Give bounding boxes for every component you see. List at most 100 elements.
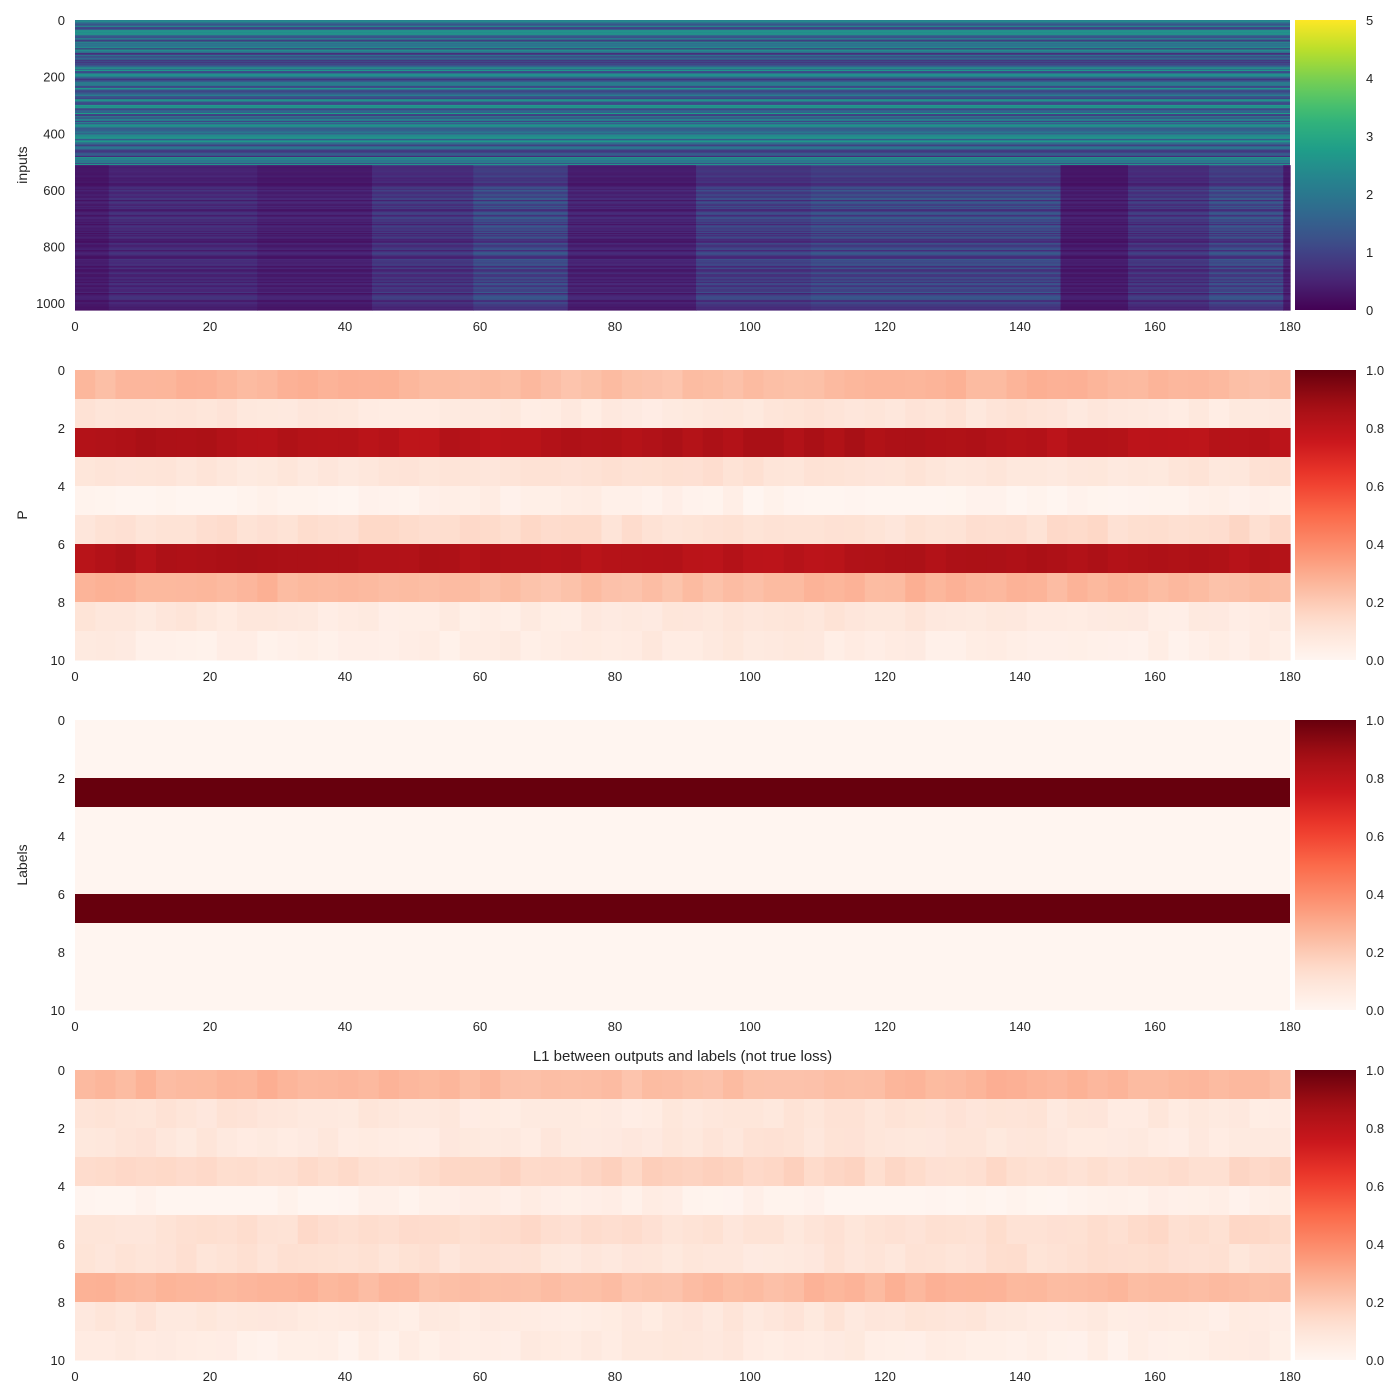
heatmap-cell: [318, 1128, 339, 1158]
heatmap-cell: [743, 1186, 764, 1216]
heatmap-cell: [440, 457, 461, 487]
heatmap-cell: [824, 370, 845, 400]
heatmap-cell: [379, 1244, 400, 1274]
heatmap-cell: [278, 1244, 299, 1274]
x-tick-label: 40: [338, 1019, 352, 1034]
heatmap-cell: [1209, 544, 1230, 574]
heatmap-cell: [743, 1244, 764, 1274]
heatmap-cell: [197, 1186, 218, 1216]
heatmap-cell: [1047, 1157, 1068, 1187]
heatmap-cell: [541, 1215, 562, 1245]
heatmap-cell: [176, 1128, 197, 1158]
heatmap-cell: [541, 1157, 562, 1187]
heatmap-cell: [1047, 631, 1068, 661]
heatmap-cell: [318, 1302, 339, 1332]
heatmap-cell: [824, 1302, 845, 1332]
heatmap-cell: [197, 399, 218, 429]
heatmap-cell: [1189, 1244, 1210, 1274]
heatmap-cell: [561, 515, 582, 545]
heatmap-cell: [419, 544, 440, 574]
heatmap-cell: [318, 428, 339, 458]
heatmap-cell: [885, 370, 906, 400]
heatmap-cell: [541, 1244, 562, 1274]
heatmap-cell: [764, 1244, 785, 1274]
heatmap-cell: [521, 1099, 542, 1129]
heatmap-cell: [116, 1302, 137, 1332]
heatmap-cell: [824, 602, 845, 632]
heatmap-cell: [75, 1099, 96, 1129]
heatmap-cell: [986, 370, 1007, 400]
y-tick-label: 6: [58, 1237, 65, 1252]
heatmap-cell: [116, 399, 137, 429]
heatmap-cell: [1270, 515, 1291, 545]
heatmap-cell: [1148, 1273, 1169, 1303]
heatmap-cell: [338, 544, 359, 574]
heatmap-cell: [156, 1302, 177, 1332]
x-tick-label: 180: [1279, 1369, 1301, 1384]
heatmap-cell: [824, 428, 845, 458]
heatmap-cell: [1108, 1186, 1129, 1216]
heatmap-cell: [683, 1186, 704, 1216]
heatmap-cell: [764, 573, 785, 603]
heatmap-cell: [197, 1128, 218, 1158]
heatmap-cell: [136, 544, 157, 574]
x-tick-label: 160: [1144, 669, 1166, 684]
y-tick-label: 1000: [36, 296, 65, 311]
heatmap-cell: [257, 1331, 278, 1361]
heatmap-cell: [116, 631, 137, 661]
heatmap-cell: [419, 370, 440, 400]
heatmap-cell: [521, 1070, 542, 1100]
heatmap-cell: [622, 1128, 643, 1158]
heatmap-cell: [602, 1099, 623, 1129]
x-tick-label: 40: [338, 319, 352, 334]
heatmap-cell: [561, 1244, 582, 1274]
heatmap-cell: [581, 631, 602, 661]
heatmap-cell: [743, 1215, 764, 1245]
heatmap-cell: [500, 457, 521, 487]
heatmap-cell: [217, 428, 238, 458]
heatmap-cell: [723, 1186, 744, 1216]
heatmap-cell: [1027, 1070, 1048, 1100]
y-tick-label: 6: [58, 887, 65, 902]
colorbar-tick-label: 1.0: [1366, 363, 1384, 378]
heatmap-cell: [318, 631, 339, 661]
heatmap-cell: [683, 428, 704, 458]
heatmap-cell: [338, 1186, 359, 1216]
y-tick-label: 2: [58, 1121, 65, 1136]
heatmap-cell: [885, 1070, 906, 1100]
heatmap-cell: [1250, 370, 1271, 400]
y-tick-label: 10: [51, 1353, 65, 1368]
heatmap-cell: [521, 457, 542, 487]
heatmap-cell: [865, 1215, 886, 1245]
heatmap-cell: [602, 1331, 623, 1361]
heatmap-cell: [399, 544, 420, 574]
y-tick-label: 400: [43, 126, 65, 141]
heatmap-cell: [298, 1302, 319, 1332]
heatmap-cell: [966, 457, 987, 487]
heatmap-cell: [1283, 309, 1290, 311]
heatmap-cell: [318, 486, 339, 516]
heatmap-cell: [662, 1273, 683, 1303]
heatmap-cell: [440, 1128, 461, 1158]
heatmap-cell: [419, 1070, 440, 1100]
heatmap-cell: [1250, 1099, 1271, 1129]
heatmap-cell: [500, 631, 521, 661]
heatmap-cell: [946, 1215, 967, 1245]
heatmap-cell: [176, 631, 197, 661]
colorbar-tick-label: 0.4: [1366, 537, 1384, 552]
heatmap-cell: [1189, 370, 1210, 400]
heatmap-cell: [743, 631, 764, 661]
heatmap-cell: [1209, 631, 1230, 661]
heatmap-cell: [581, 1099, 602, 1129]
heatmap-cell: [804, 428, 825, 458]
heatmap-cell: [1209, 1099, 1230, 1129]
heatmap-cell: [905, 544, 926, 574]
heatmap-cell: [1088, 457, 1109, 487]
heatmap-cell: [946, 370, 967, 400]
heatmap-cell: [116, 1157, 137, 1187]
heatmap-cell: [1088, 1070, 1109, 1100]
heatmap-cell: [1007, 1157, 1028, 1187]
heatmap-cell: [541, 1331, 562, 1361]
heatmap-cell: [1189, 1302, 1210, 1332]
heatmap-cell: [318, 370, 339, 400]
